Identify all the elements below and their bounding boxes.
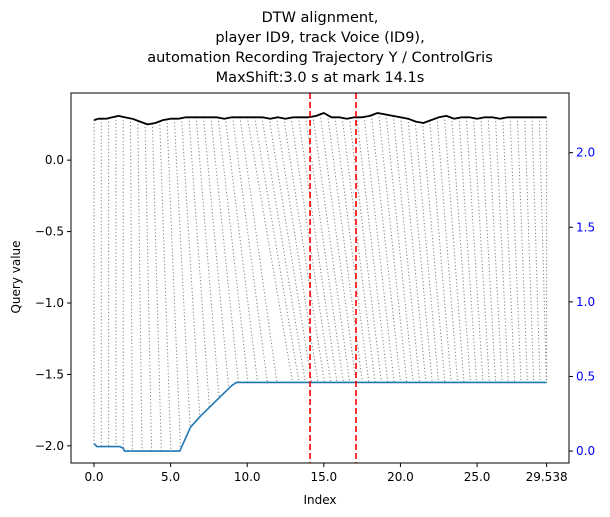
y-tick-label: −2.0 [35,439,64,453]
y2-tick-label: 1.5 [576,220,595,234]
y-tick-label: −0.5 [35,225,64,239]
alignment-connector [181,118,201,417]
alignment-connector [159,121,172,452]
alignment-connector [473,118,490,383]
x-axis-label: Index [303,493,336,507]
alignment-connector [144,123,153,452]
alignment-connector [538,117,547,383]
alignment-connector [254,117,300,383]
alignment-connector [436,117,459,383]
alignment-connector [297,117,338,383]
reference-series-line [93,381,547,452]
alignment-connector [370,115,401,383]
y-tick-label: −1.0 [35,296,64,310]
alignment-connector [166,119,181,450]
alignment-connector [268,118,313,383]
alignment-connector [385,114,414,383]
title-line-2: player ID9, track Voice (ID9), [215,30,424,46]
query-series-line [93,112,547,126]
chart-title: DTW alignment, player ID9, track Voice (… [147,10,493,86]
alignment-connector [290,117,332,383]
alignment-connector [151,123,162,452]
x-tick-label: 20.0 [387,470,414,484]
alignment-connector [173,118,191,429]
title-line-4: MaxShift:3.0 s at mark 14.1s [216,70,425,86]
alignment-connector [210,117,239,383]
x-tick-label: 15.0 [310,470,337,484]
alignment-connector [480,117,497,383]
alignment-connector [531,117,541,383]
alignment-connector [363,116,395,383]
y2-tick-label: 0.0 [576,444,595,458]
alignment-connector [356,117,389,383]
alignment-connector [246,117,294,383]
alignment-connector [502,118,516,383]
y2-tick-label: 1.0 [576,295,595,309]
alignment-connector [232,117,268,383]
x-tick-label: 10.0 [234,470,261,484]
alignment-connector [407,118,433,383]
alignment-connector [239,117,278,383]
plot-area: 0.0 5.0 10.0 15.0 20.0 25.0 29.538 0.0 −0.5 −1.0 −… [35,92,595,484]
y2-tick-label: 0.5 [576,369,595,383]
alignment-connector [188,117,210,408]
alignment-connector [224,118,259,383]
alignment-connector [327,115,363,383]
alignment-connector [261,117,306,383]
alignment-connector [487,117,503,383]
alignment-connector [195,117,220,398]
title-line-3: automation Recording Trajectory Y / Cont… [147,50,493,66]
alignment-connector [400,117,427,383]
alignment-connector [451,117,471,383]
alignment-connector [392,115,420,383]
alignment-connector [349,118,382,383]
alignment-connector [137,120,143,452]
y-axis-label: Query value [9,240,23,313]
alignment-connector [305,117,344,383]
x-tick-label: 5.0 [161,470,180,484]
x-tick-label: 29.538 [526,470,568,484]
alignment-connector [509,117,522,383]
y-tick-label: −1.5 [35,367,64,381]
alignment-connector [319,114,357,383]
x-tick-label: 0.0 [84,470,103,484]
alignment-connector [203,117,230,389]
alignment-connector [422,122,446,383]
plot-frame [70,92,570,464]
alignment-connector [334,117,370,383]
alignment-connector [414,121,439,383]
alignment-connector [495,117,509,383]
alignment-connector [524,117,535,383]
alignment-connector [283,118,325,383]
alignment-connector [378,113,408,383]
alignment-connector [341,117,376,383]
alignment-connector [312,116,351,383]
alignment-connector [429,120,452,383]
y2-tick-label: 2.0 [576,146,595,160]
alignment-connector [130,118,133,452]
alignment-connector [217,117,249,383]
title-line-1: DTW alignment, [262,10,379,26]
alignment-connector [516,117,528,383]
x-tick-label: 25.0 [464,470,491,484]
y-tick-label: 0.0 [45,153,64,167]
alignment-connector [465,117,484,383]
alignment-connector [276,117,319,383]
alignment-connector [443,116,465,383]
